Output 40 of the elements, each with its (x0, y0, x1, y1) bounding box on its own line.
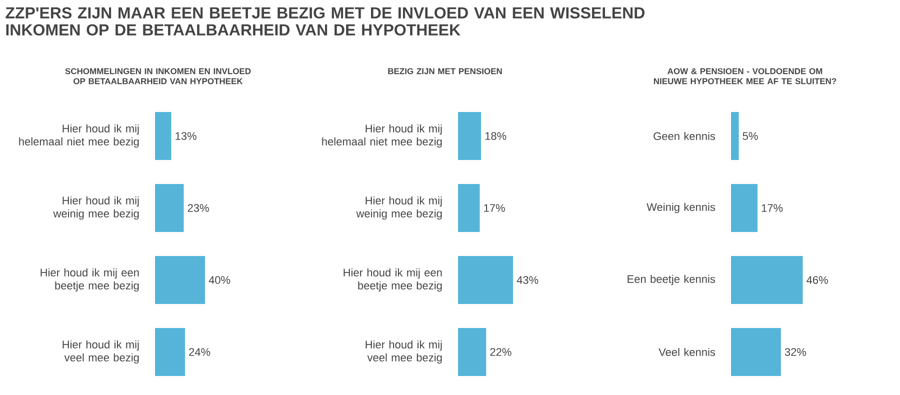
bar (155, 328, 186, 376)
y-tick-label: Geen kennis (654, 132, 716, 140)
bar (731, 328, 781, 376)
bar (155, 112, 172, 160)
y-tick-label: Hier houd ik mij weinig mee bezig (356, 196, 442, 220)
y-tick-label: Veel kennis (658, 348, 716, 356)
data-label: 18% (485, 132, 506, 140)
bar (458, 184, 480, 232)
y-tick-label: Weinig kennis (646, 202, 716, 214)
y-tick-label: Hier houd ik mij een beetje mee bezig (344, 268, 442, 292)
data-label: 23% (188, 204, 209, 212)
data-label: 40% (208, 276, 230, 284)
data-label: 24% (189, 348, 210, 356)
y-tick-label: Een beetje kennis (628, 274, 716, 286)
y-tick-label: Hier houd ik mij veel mee bezig (62, 340, 139, 364)
data-label: 17% (762, 204, 783, 212)
y-tick-label: Hier houd ik mij weinig mee bezig (53, 196, 139, 220)
data-label: 13% (176, 132, 196, 140)
y-tick-label: Hier houd ik mij helemaal niet mee bezig (19, 124, 139, 148)
chart-subtitle: SCHOMMELINGEN IN INKOMEN EN INVLOED OP BETAALBAARHEID VAN HYPOTHEEK (65, 68, 251, 84)
bar (458, 112, 482, 160)
bar (731, 184, 758, 232)
data-label: 5% (742, 132, 758, 140)
chart-subtitle: AOW & PENSIOEN - VOLDOENDE OM NIEUWE HYPOTHEEK MEE AF TE SLUITEN? (654, 68, 836, 84)
data-label: 43% (516, 276, 538, 284)
bar (731, 112, 739, 160)
data-label: 17% (484, 204, 505, 212)
text: ZZP'ERS ZIJN MAAR EEN BEETJE BEZIG MET DE INVLOED VAN EEN WISSELEND INKOMEN OP DE BETAALBAARHEID VAN DE HYPOTHEEK (6, 7, 645, 36)
bar (731, 256, 803, 304)
bar (458, 328, 486, 376)
bar (155, 256, 206, 304)
bar (458, 256, 514, 304)
y-tick-label: Hier houd ik mij veel mee bezig (366, 340, 442, 364)
data-label: 46% (806, 276, 828, 284)
chart-subtitle: BEZIG ZIJN MET PENSIOEN (388, 68, 502, 74)
y-tick-label: Hier houd ik mij helemaal niet mee bezig (322, 124, 442, 148)
y-tick-label: Hier houd ik mij een beetje mee bezig (40, 268, 139, 292)
data-label: 22% (490, 348, 512, 356)
data-label: 32% (784, 348, 806, 356)
bar (155, 184, 184, 232)
